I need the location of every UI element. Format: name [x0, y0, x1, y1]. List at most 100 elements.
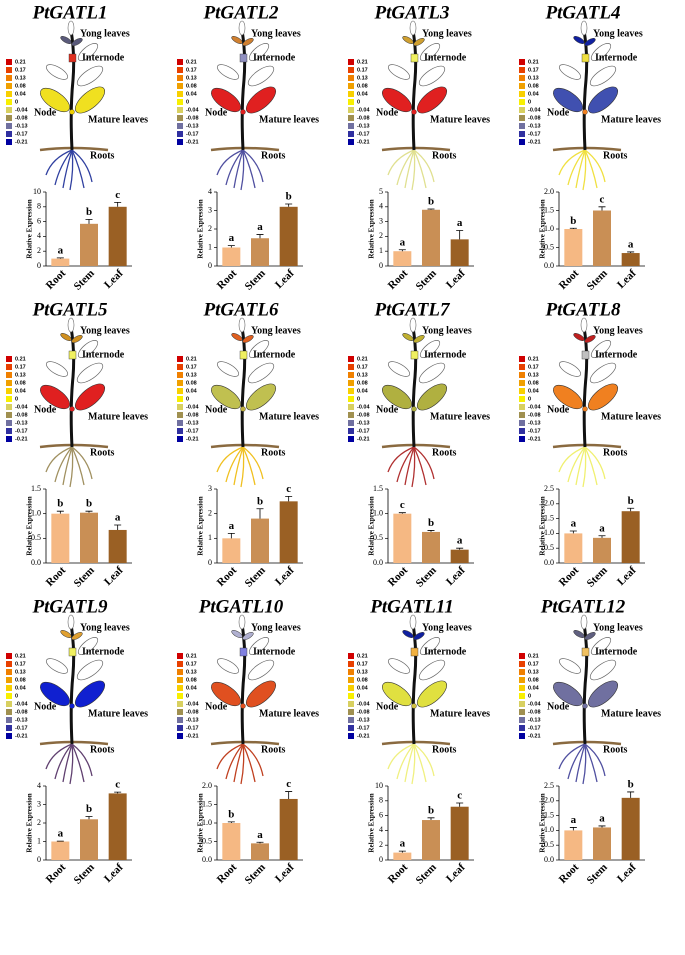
legend-label: 0.13 [186, 669, 197, 675]
bar [51, 841, 70, 860]
mature-leaf [553, 681, 583, 707]
legend-label: 0.17 [186, 661, 197, 667]
bar [222, 823, 241, 860]
root [584, 149, 606, 183]
y-tick-label: 2.0 [202, 781, 212, 790]
bar [108, 793, 127, 860]
legend-swatch [519, 693, 525, 699]
upper-leaf [76, 362, 104, 384]
root [242, 149, 264, 183]
root [62, 149, 73, 189]
organ-label: Mature leaves [430, 114, 490, 125]
y-tick-label: 1.5 [544, 205, 554, 214]
bar [393, 852, 412, 860]
legend-swatch [348, 669, 354, 675]
upper-leaf [589, 659, 617, 681]
error-bar [398, 249, 406, 252]
legend-swatch [348, 396, 354, 402]
upper-leaf [247, 362, 275, 384]
significance-letter: a [58, 244, 64, 256]
y-axis-label: Relative Expression [197, 496, 205, 555]
legend-label: -0.17 [15, 428, 28, 434]
root [71, 743, 93, 777]
mature-leaf [211, 384, 241, 410]
legend-label: -0.21 [528, 139, 541, 145]
legend-label: 0.13 [186, 372, 197, 378]
error-bar [227, 245, 235, 248]
legend-label: 0.04 [528, 388, 540, 394]
legend-swatch [348, 388, 354, 394]
y-tick-label: 8 [37, 202, 41, 211]
root [558, 149, 586, 176]
root [216, 149, 244, 176]
root [387, 149, 415, 176]
panel-title: PtGATL8 [545, 299, 621, 320]
error-bar [285, 203, 293, 207]
x-tick-label: Stem [414, 861, 439, 886]
legend-swatch [6, 436, 12, 442]
panel-title: PtGATL1 [32, 2, 108, 23]
legend-label: -0.04 [186, 404, 199, 410]
y-tick-label: 1 [37, 836, 41, 845]
root [69, 446, 74, 488]
error-bar [256, 841, 264, 844]
legend-swatch [348, 412, 354, 418]
legend-swatch [348, 107, 354, 113]
legend-swatch [519, 115, 525, 121]
organ-label: Internode [82, 349, 125, 360]
legend-swatch [519, 404, 525, 410]
legend-label: -0.21 [357, 436, 370, 442]
legend-swatch [348, 661, 354, 667]
upper-leaf [387, 361, 411, 377]
legend-swatch [177, 701, 183, 707]
legend-label: -0.08 [357, 709, 370, 715]
legend-label: 0.13 [528, 372, 539, 378]
legend-swatch [519, 91, 525, 97]
y-tick-label: 0.0 [31, 558, 41, 567]
bar [564, 533, 583, 563]
legend-swatch [348, 123, 354, 129]
legend-label: -0.08 [15, 115, 28, 121]
y-tick-label: 0.0 [544, 558, 554, 567]
apex [409, 317, 417, 333]
error-bar [227, 533, 235, 539]
root [411, 743, 416, 785]
legend-label: 0.17 [15, 661, 26, 667]
legend-label: -0.08 [186, 115, 199, 121]
root [216, 743, 244, 770]
root [69, 743, 74, 785]
error-bar [256, 234, 264, 239]
legend-swatch [177, 364, 183, 370]
bar [108, 529, 127, 563]
root [584, 446, 598, 486]
significance-letter: b [570, 215, 576, 227]
legend-label: 0.13 [528, 75, 539, 81]
legend-swatch [6, 709, 12, 715]
mature-leaf [245, 86, 277, 114]
root [582, 149, 587, 191]
y-tick-label: 0 [37, 855, 41, 864]
x-tick-label: Root [215, 861, 240, 886]
yong-leaf [573, 36, 585, 44]
yong-leaf [60, 333, 72, 341]
panel: PtGATL6 0.21 0.17 0.13 0.08 0.04 0 -0.04 -0.08 -0… [177, 299, 319, 590]
significance-letter: b [86, 803, 92, 815]
organ-label: Roots [432, 447, 457, 458]
organ-label: Node [205, 107, 228, 118]
y-tick-label: 0.5 [544, 840, 554, 849]
upper-leaf [248, 340, 270, 358]
y-tick-label: 0.0 [202, 855, 212, 864]
legend-label: 0.04 [357, 685, 369, 691]
node [411, 109, 417, 115]
y-axis-label: Relative Expression [539, 793, 547, 852]
yong-leaf [413, 335, 425, 343]
legend-label: 0 [357, 99, 360, 105]
y-axis-label: Relative Expression [197, 199, 205, 258]
legend-swatch [519, 420, 525, 426]
panel: PtGATL3 0.21 0.17 0.13 0.08 0.04 0 -0.04 -0.08 -0… [348, 2, 490, 293]
significance-letter: b [428, 517, 434, 529]
panel-title: PtGATL5 [32, 299, 108, 320]
legend-swatch [177, 685, 183, 691]
legend-swatch [348, 717, 354, 723]
organ-label: Internode [595, 52, 638, 63]
